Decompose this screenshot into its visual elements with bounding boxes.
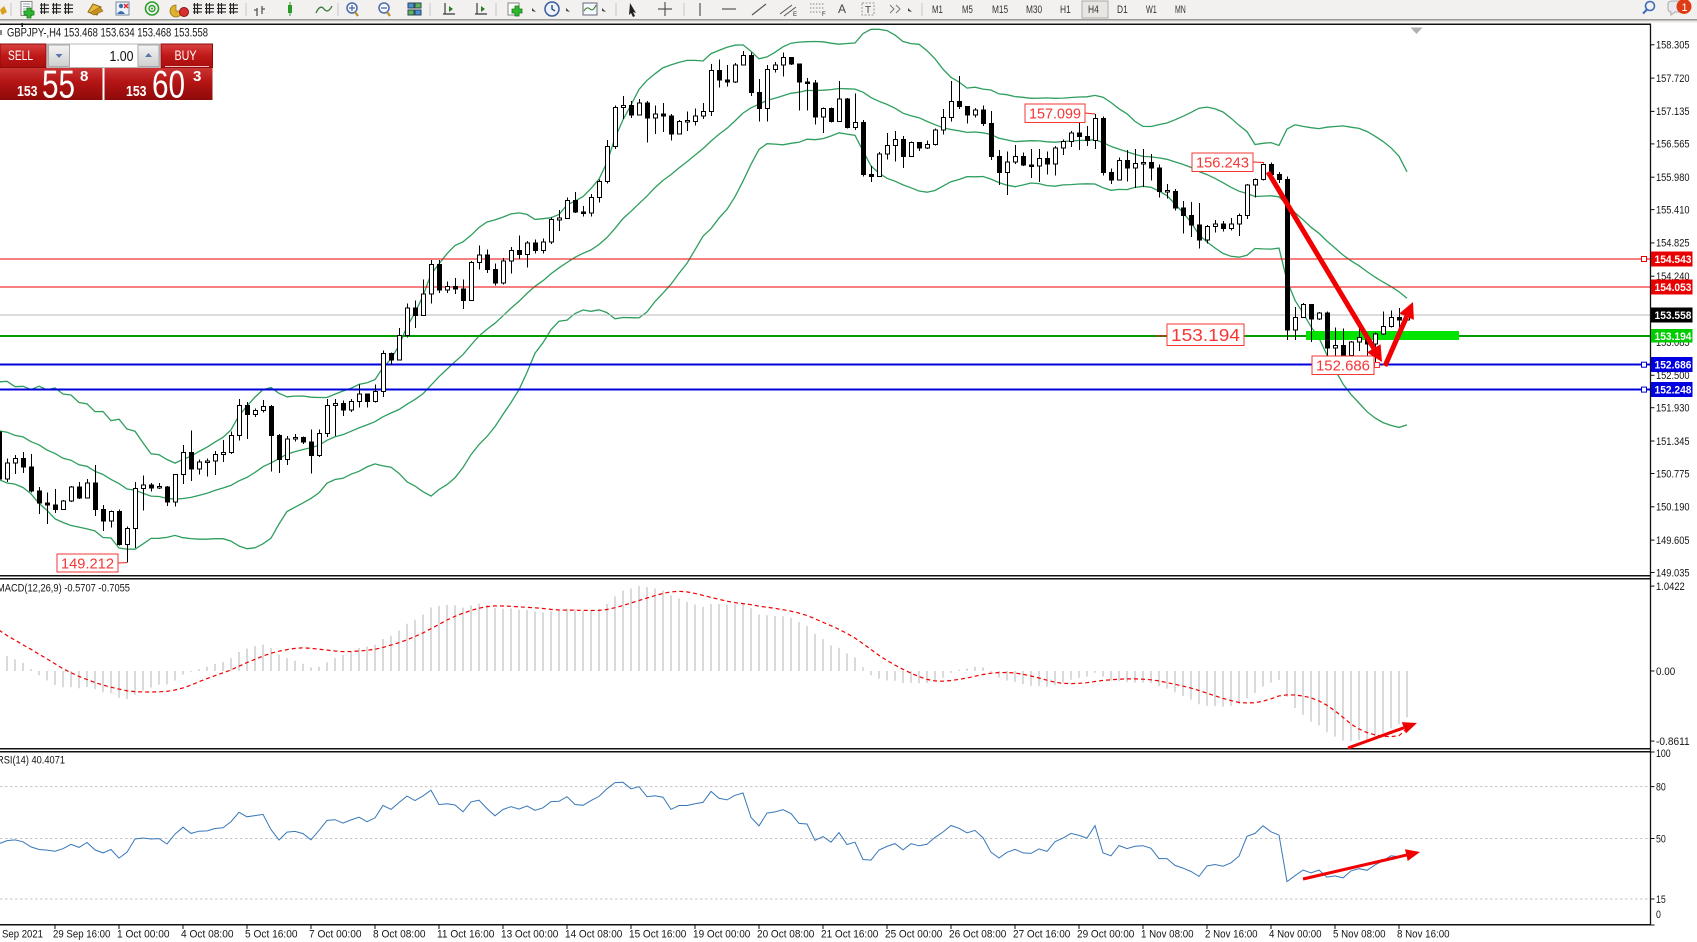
svg-text:SELL: SELL: [8, 48, 33, 63]
svg-text:155.980: 155.980: [1656, 172, 1690, 184]
svg-text:25 Oct 00:00: 25 Oct 00:00: [885, 929, 942, 941]
svg-text:2 Nov 16:00: 2 Nov 16:00: [1205, 929, 1258, 941]
svg-text:154.053: 154.053: [1655, 282, 1692, 294]
svg-text:A: A: [838, 2, 846, 16]
svg-text:154.825: 154.825: [1656, 238, 1690, 250]
svg-text:152.686: 152.686: [1655, 360, 1692, 372]
svg-text:21 Oct 16:00: 21 Oct 16:00: [821, 929, 878, 941]
svg-text:149.212: 149.212: [61, 555, 114, 572]
svg-text:T: T: [865, 5, 871, 16]
svg-text:M5: M5: [962, 4, 973, 16]
svg-text:15: 15: [1656, 894, 1666, 906]
svg-text:5 Oct 16:00: 5 Oct 16:00: [245, 929, 298, 941]
svg-text:157.135: 157.135: [1656, 106, 1690, 118]
svg-text:153: 153: [17, 83, 38, 100]
svg-text:4 Nov 00:00: 4 Nov 00:00: [1269, 929, 1322, 941]
svg-text:MN: MN: [1175, 4, 1186, 16]
svg-text:157.099: 157.099: [1029, 106, 1081, 123]
svg-text:55: 55: [42, 64, 75, 107]
svg-text:7 Oct 00:00: 7 Oct 00:00: [309, 929, 362, 941]
svg-text:D1: D1: [1117, 4, 1128, 16]
svg-text:26 Oct 08:00: 26 Oct 08:00: [949, 929, 1006, 941]
svg-text:149.035: 149.035: [1656, 567, 1690, 579]
svg-text:Sep 2021: Sep 2021: [2, 929, 43, 941]
svg-text:0: 0: [1656, 909, 1661, 921]
svg-text:153.194: 153.194: [1655, 331, 1692, 343]
svg-text:RSI(14) 40.4071: RSI(14) 40.4071: [0, 755, 65, 767]
svg-text:80: 80: [1656, 782, 1666, 794]
svg-text:29 Oct 00:00: 29 Oct 00:00: [1077, 929, 1134, 941]
svg-text:27 Oct 16:00: 27 Oct 16:00: [1013, 929, 1070, 941]
svg-text:15 Oct 16:00: 15 Oct 16:00: [629, 929, 686, 941]
svg-text:M1: M1: [932, 4, 943, 16]
svg-text:150.775: 150.775: [1656, 468, 1690, 480]
svg-text:H1: H1: [1060, 4, 1071, 16]
svg-text:M30: M30: [1026, 4, 1042, 16]
svg-text:5 Nov 08:00: 5 Nov 08:00: [1333, 929, 1386, 941]
svg-text:29 Sep 16:00: 29 Sep 16:00: [53, 929, 110, 941]
svg-text:GBPJPY-,H4 153.468 153.634 15: GBPJPY-,H4 153.468 153.634 153.468 153.5…: [7, 28, 208, 40]
svg-text:150.190: 150.190: [1656, 502, 1690, 514]
svg-text:3: 3: [193, 68, 201, 85]
svg-text:153: 153: [126, 83, 147, 100]
svg-text:8 Oct 08:00: 8 Oct 08:00: [373, 929, 426, 941]
svg-text:14 Oct 08:00: 14 Oct 08:00: [565, 929, 622, 941]
svg-text:13 Oct 00:00: 13 Oct 00:00: [501, 929, 558, 941]
svg-text:-0.8611: -0.8611: [1656, 736, 1690, 748]
svg-text:1 Nov 08:00: 1 Nov 08:00: [1141, 929, 1194, 941]
svg-text:M15: M15: [992, 4, 1008, 16]
svg-text:152.686: 152.686: [1316, 358, 1370, 375]
svg-text:8: 8: [80, 68, 88, 85]
svg-text:154.543: 154.543: [1655, 254, 1692, 266]
svg-text:155.410: 155.410: [1656, 204, 1690, 216]
svg-text:W1: W1: [1146, 4, 1157, 16]
svg-text:1: 1: [1682, 2, 1688, 14]
svg-text:MACD(12,26,9) -0.5707 -0.7055: MACD(12,26,9) -0.5707 -0.7055: [0, 583, 130, 595]
svg-text:H4: H4: [1088, 4, 1099, 16]
svg-text:149.605: 149.605: [1656, 535, 1690, 547]
svg-text:8 Nov 16:00: 8 Nov 16:00: [1397, 929, 1450, 941]
svg-text:156.565: 156.565: [1656, 139, 1690, 151]
svg-text:1 Oct 00:00: 1 Oct 00:00: [117, 929, 170, 941]
svg-text:1.0422: 1.0422: [1656, 581, 1685, 593]
svg-text:157.720: 157.720: [1656, 73, 1690, 85]
svg-text:151.930: 151.930: [1656, 403, 1690, 415]
svg-text:19 Oct 00:00: 19 Oct 00:00: [693, 929, 750, 941]
svg-text:20 Oct 08:00: 20 Oct 08:00: [757, 929, 814, 941]
svg-text:1.00: 1.00: [110, 49, 134, 65]
svg-text:11 Oct 16:00: 11 Oct 16:00: [437, 929, 494, 941]
svg-text:153.194: 153.194: [1171, 325, 1240, 345]
svg-text:50: 50: [1656, 834, 1666, 846]
svg-text:E: E: [793, 12, 797, 18]
svg-text:153.558: 153.558: [1655, 310, 1692, 322]
svg-text:158.305: 158.305: [1656, 40, 1690, 52]
svg-text:4 Oct 08:00: 4 Oct 08:00: [181, 929, 234, 941]
svg-text:152.248: 152.248: [1655, 385, 1692, 397]
svg-text:156.243: 156.243: [1196, 155, 1249, 172]
svg-text:BUY: BUY: [175, 48, 197, 63]
svg-text:F: F: [822, 12, 826, 18]
svg-text:100: 100: [1656, 748, 1671, 760]
svg-text:0.00: 0.00: [1656, 666, 1675, 678]
svg-text:151.345: 151.345: [1656, 436, 1690, 448]
svg-text:152.500: 152.500: [1656, 370, 1690, 382]
svg-text:60: 60: [152, 64, 185, 107]
